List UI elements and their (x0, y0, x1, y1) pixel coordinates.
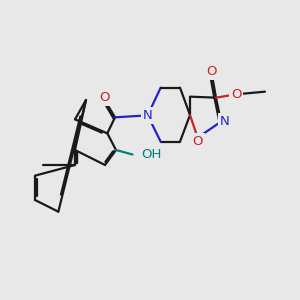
Text: N: N (143, 109, 152, 122)
Text: O: O (206, 65, 217, 78)
Text: O: O (99, 91, 110, 104)
Text: OH: OH (141, 148, 161, 161)
Text: O: O (192, 135, 203, 148)
Text: O: O (231, 88, 241, 101)
Text: N: N (220, 115, 230, 128)
